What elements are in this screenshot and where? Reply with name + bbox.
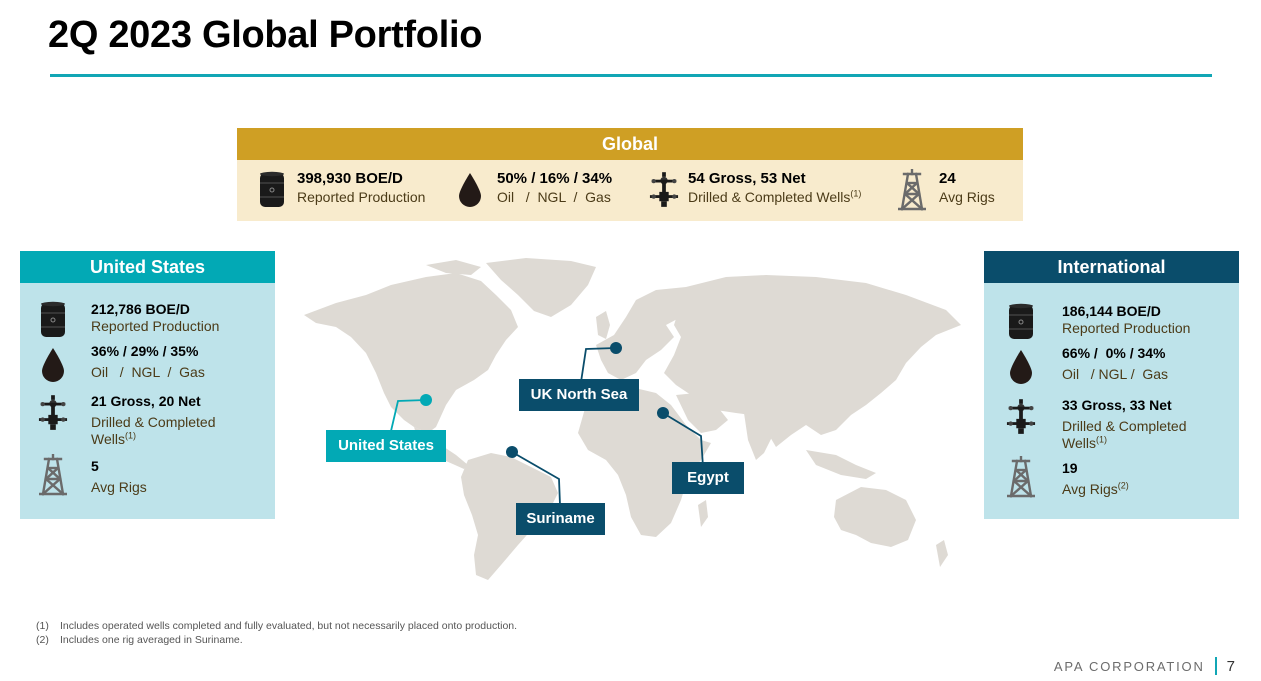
global-panel-header: Global bbox=[237, 128, 1023, 160]
slide-footer: APA CORPORATION 7 bbox=[1054, 657, 1235, 675]
map-label-egypt: Egypt bbox=[672, 462, 744, 494]
international-panel: International 186,144 BOE/D Reported Pro… bbox=[984, 251, 1239, 519]
oil-barrel-icon bbox=[1006, 303, 1036, 341]
intl-panel-header: International bbox=[984, 251, 1239, 283]
us-wells-label-2: Wells bbox=[91, 431, 125, 447]
global-summary-panel: Global 398,930 BOE/D Reported Production… bbox=[237, 128, 1023, 221]
wellhead-icon bbox=[38, 393, 68, 433]
footnote-ref: (1) bbox=[1095, 434, 1107, 445]
global-rigs: 24 Avg Rigs bbox=[897, 170, 995, 210]
drilling-rig-icon bbox=[1006, 456, 1036, 498]
oil-drop-icon bbox=[455, 170, 485, 210]
world-map-graphic bbox=[304, 258, 961, 580]
global-mix-value: 50% / 16% / 34% bbox=[497, 170, 613, 187]
intl-production-label: Reported Production bbox=[1062, 320, 1191, 336]
global-mix-label: Oil / NGL / Gas bbox=[497, 189, 611, 205]
global-production-value: 398,930 BOE/D bbox=[297, 170, 403, 187]
footnote-ref: (2) bbox=[1117, 480, 1129, 491]
global-production: 398,930 BOE/D Reported Production bbox=[257, 170, 425, 210]
footnote-ref: (1) bbox=[850, 188, 862, 199]
map-label-suriname: Suriname bbox=[516, 503, 605, 535]
us-wells-label-1: Drilled & Completed bbox=[91, 414, 216, 430]
footnote-1: (1) Includes operated wells completed and… bbox=[36, 620, 518, 632]
global-product-mix: 50% / 16% / 34% Oil / NGL / Gas bbox=[455, 170, 612, 210]
oil-barrel-icon bbox=[257, 170, 287, 210]
global-rigs-label: Avg Rigs bbox=[939, 189, 995, 205]
global-wells-value: 54 Gross, 53 Net bbox=[688, 170, 806, 187]
map-label-uk-north-sea: UK North Sea bbox=[519, 379, 639, 411]
company-name: APA CORPORATION bbox=[1053, 658, 1205, 674]
page-title: 2Q 2023 Global Portfolio bbox=[48, 14, 483, 56]
wellhead-icon bbox=[1006, 397, 1036, 437]
drilling-rig-icon bbox=[897, 170, 927, 210]
oil-drop-icon bbox=[38, 347, 68, 383]
title-divider bbox=[50, 74, 1212, 77]
oil-barrel-icon bbox=[38, 301, 68, 339]
drilling-rig-icon bbox=[38, 454, 68, 496]
wellhead-icon bbox=[649, 170, 679, 210]
global-rigs-value: 24 bbox=[939, 170, 956, 187]
intl-wells-label-2: Wells bbox=[1062, 435, 1096, 451]
intl-rigs-label: Avg Rigs bbox=[1062, 481, 1118, 497]
us-production-value: 212,786 BOE/D bbox=[91, 301, 190, 317]
us-production-label: Reported Production bbox=[91, 318, 220, 334]
intl-rigs-value: 19 bbox=[1062, 460, 1078, 476]
suriname-location-marker bbox=[506, 446, 518, 458]
egypt-location-marker bbox=[657, 407, 669, 419]
uk-location-marker bbox=[610, 342, 622, 354]
us-panel-header: United States bbox=[20, 251, 275, 283]
intl-wells-label-1: Drilled & Completed bbox=[1062, 418, 1187, 434]
intl-mix-label: Oil / NGL / Gas bbox=[1062, 366, 1169, 382]
global-wells: 54 Gross, 53 Net Drilled & Completed Wel… bbox=[649, 170, 861, 210]
oil-drop-icon bbox=[1006, 349, 1036, 385]
footnote-ref: (1) bbox=[124, 430, 136, 441]
footnotes: (1) Includes operated wells completed and… bbox=[36, 619, 517, 647]
map-label-united-states: United States bbox=[326, 430, 446, 462]
global-wells-label: Drilled & Completed Wells bbox=[688, 189, 851, 205]
us-location-marker bbox=[420, 394, 432, 406]
intl-mix-value: 66% / 0% / 34% bbox=[1062, 345, 1166, 361]
world-map bbox=[296, 255, 966, 585]
global-production-label: Reported Production bbox=[297, 189, 426, 205]
intl-production-value: 186,144 BOE/D bbox=[1062, 303, 1161, 319]
us-mix-label: Oil / NGL / Gas bbox=[91, 364, 205, 380]
intl-wells-value: 33 Gross, 33 Net bbox=[1062, 397, 1172, 413]
us-wells-value: 21 Gross, 20 Net bbox=[91, 393, 201, 409]
us-rigs-value: 5 bbox=[91, 458, 99, 474]
us-mix-value: 36% / 29% / 35% bbox=[91, 343, 199, 359]
footnote-2: (2) Includes one rig averaged in Suriname… bbox=[36, 634, 243, 646]
footer-divider bbox=[1214, 657, 1217, 675]
us-rigs-label: Avg Rigs bbox=[91, 479, 147, 495]
page-number: 7 bbox=[1226, 657, 1235, 675]
united-states-panel: United States 212,786 BOE/D Reported Pro… bbox=[20, 251, 275, 519]
